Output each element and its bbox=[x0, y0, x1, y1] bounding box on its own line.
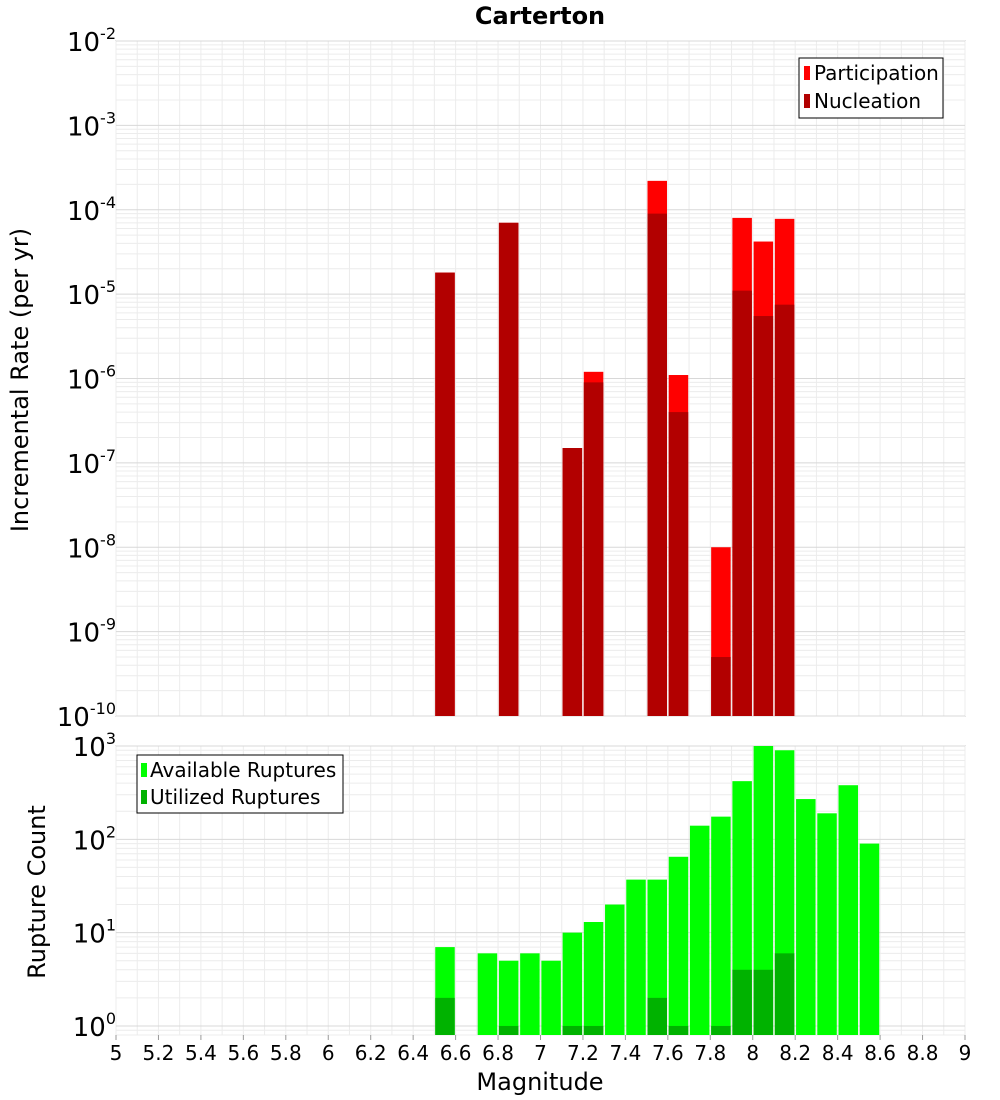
y-tick-label: 10-6 bbox=[67, 362, 116, 396]
x-tick-label: 6.8 bbox=[482, 1041, 514, 1065]
rate-bars bbox=[435, 180, 795, 717]
bar-nucleation bbox=[562, 448, 583, 716]
x-tick-label: 7.4 bbox=[609, 1041, 641, 1065]
x-tick-label: 7 bbox=[534, 1041, 547, 1065]
x-tick-label: 6.6 bbox=[440, 1041, 472, 1065]
x-tick-label: 7.6 bbox=[652, 1041, 684, 1065]
bar-available-ruptures bbox=[520, 953, 540, 1035]
legend-swatch-nucleation bbox=[804, 94, 810, 108]
bar-utilized-ruptures bbox=[732, 969, 752, 1035]
y-tick-label: 10-2 bbox=[67, 24, 116, 58]
x-tick-label: 8.2 bbox=[779, 1041, 811, 1065]
y-tick-label: 101 bbox=[73, 916, 116, 950]
bar-available-ruptures bbox=[668, 856, 689, 1035]
bar-nucleation bbox=[732, 290, 752, 716]
x-axis-title: Magnitude bbox=[476, 1068, 603, 1096]
x-tick-label: 5.8 bbox=[270, 1041, 302, 1065]
x-tick-label: 6.2 bbox=[355, 1041, 387, 1065]
bar-available-ruptures bbox=[541, 960, 561, 1035]
bar-nucleation bbox=[668, 412, 689, 716]
bar-utilized-ruptures bbox=[647, 997, 667, 1035]
bar-available-ruptures bbox=[838, 785, 859, 1035]
bar-nucleation bbox=[435, 272, 455, 716]
x-tick-label: 5.4 bbox=[185, 1041, 217, 1065]
x-tick-label: 7.8 bbox=[694, 1041, 726, 1065]
x-tick-label: 5 bbox=[110, 1041, 123, 1065]
y-tick-label: 10-5 bbox=[67, 277, 116, 311]
bar-nucleation bbox=[647, 213, 667, 717]
y-tick-label: 10-7 bbox=[67, 446, 116, 480]
y-tick-label: 10-4 bbox=[67, 193, 116, 227]
legend-label-utilized: Utilized Ruptures bbox=[150, 785, 320, 809]
x-tick-label: 8 bbox=[746, 1041, 759, 1065]
rupture-legend-box bbox=[136, 754, 344, 814]
y-tick-label: 102 bbox=[73, 822, 116, 856]
legend-label-available: Available Ruptures bbox=[150, 758, 336, 782]
x-tick-label: 7.2 bbox=[567, 1041, 599, 1065]
y-tick-label: 10-3 bbox=[67, 108, 116, 142]
bar-utilized-ruptures bbox=[774, 953, 795, 1035]
bar-available-ruptures bbox=[711, 816, 731, 1035]
rupture-y-ticks: 100 101 102 103 bbox=[73, 729, 116, 1043]
bar-utilized-ruptures bbox=[562, 1025, 583, 1035]
x-tick-label: 8.4 bbox=[822, 1041, 854, 1065]
rate-legend-box bbox=[798, 57, 944, 119]
bar-utilized-ruptures bbox=[435, 997, 455, 1035]
x-tick-label: 5.2 bbox=[143, 1041, 175, 1065]
legend-swatch-utilized bbox=[141, 790, 147, 804]
rate-legend: Participation Nucleation bbox=[798, 57, 944, 119]
bar-nucleation bbox=[753, 316, 774, 716]
legend-swatch-participation bbox=[804, 66, 810, 80]
x-tick-label: 8.8 bbox=[907, 1041, 939, 1065]
bar-available-ruptures bbox=[647, 879, 667, 1035]
bar-available-ruptures bbox=[817, 813, 837, 1035]
bar-utilized-ruptures bbox=[668, 1025, 689, 1035]
bar-nucleation bbox=[583, 382, 604, 716]
chart-title: Carterton bbox=[475, 2, 605, 30]
rupture-legend: Available Ruptures Utilized Ruptures bbox=[136, 754, 344, 814]
bar-available-ruptures bbox=[796, 799, 816, 1035]
y-tick-label: 10-10 bbox=[57, 699, 116, 733]
legend-label-nucleation: Nucleation bbox=[814, 89, 921, 113]
legend-label-participation: Participation bbox=[814, 61, 939, 85]
x-tick-label: 6.4 bbox=[397, 1041, 429, 1065]
rate-grid bbox=[115, 40, 966, 717]
bar-available-ruptures bbox=[753, 746, 774, 1035]
bar-utilized-ruptures bbox=[498, 1025, 519, 1035]
rate-y-axis-title: Incremental Rate (per yr) bbox=[6, 228, 34, 532]
y-tick-label: 103 bbox=[73, 729, 116, 763]
rate-y-ticks: 10-10 10-9 10-8 10-7 10-6 10-5 10-4 10-3 10-2 bbox=[57, 24, 116, 733]
y-tick-label: 10-9 bbox=[67, 615, 116, 649]
bar-available-ruptures bbox=[689, 825, 710, 1035]
rupture-bars bbox=[435, 746, 880, 1035]
bar-available-ruptures bbox=[626, 879, 646, 1035]
bar-utilized-ruptures bbox=[753, 969, 774, 1035]
bar-available-ruptures bbox=[859, 843, 880, 1035]
legend-swatch-available bbox=[141, 763, 147, 777]
bar-utilized-ruptures bbox=[711, 1025, 731, 1035]
bar-available-ruptures bbox=[477, 953, 498, 1035]
bar-available-ruptures bbox=[498, 960, 519, 1035]
bar-nucleation bbox=[711, 657, 731, 716]
bar-available-ruptures bbox=[605, 904, 625, 1035]
rupture-panel: 100 101 102 103 5 5.2 5.4 5.6 5.8 6 6.2 6.4 6.6 6.8 7… bbox=[23, 729, 971, 1096]
y-tick-label: 10-8 bbox=[67, 530, 116, 564]
bar-utilized-ruptures bbox=[583, 1025, 604, 1035]
rupture-y-axis-title: Rupture Count bbox=[23, 805, 51, 979]
x-tick-label: 6 bbox=[322, 1041, 335, 1065]
x-tick-label: 8.6 bbox=[864, 1041, 896, 1065]
x-tick-label: 9 bbox=[959, 1041, 972, 1065]
bar-available-ruptures bbox=[562, 932, 583, 1035]
bar-nucleation bbox=[774, 304, 795, 716]
bar-available-ruptures bbox=[583, 922, 604, 1035]
x-axis-ticks: 5 5.2 5.4 5.6 5.8 6 6.2 6.4 6.6 6.8 7 7.2 7.4 7.6 7.8 8… bbox=[110, 1035, 972, 1065]
bar-nucleation bbox=[498, 222, 519, 716]
rate-panel: 10-10 10-9 10-8 10-7 10-6 10-5 10-4 10-3 10-2 In… bbox=[6, 24, 966, 733]
x-tick-label: 5.6 bbox=[227, 1041, 259, 1065]
y-tick-label: 100 bbox=[73, 1009, 116, 1043]
